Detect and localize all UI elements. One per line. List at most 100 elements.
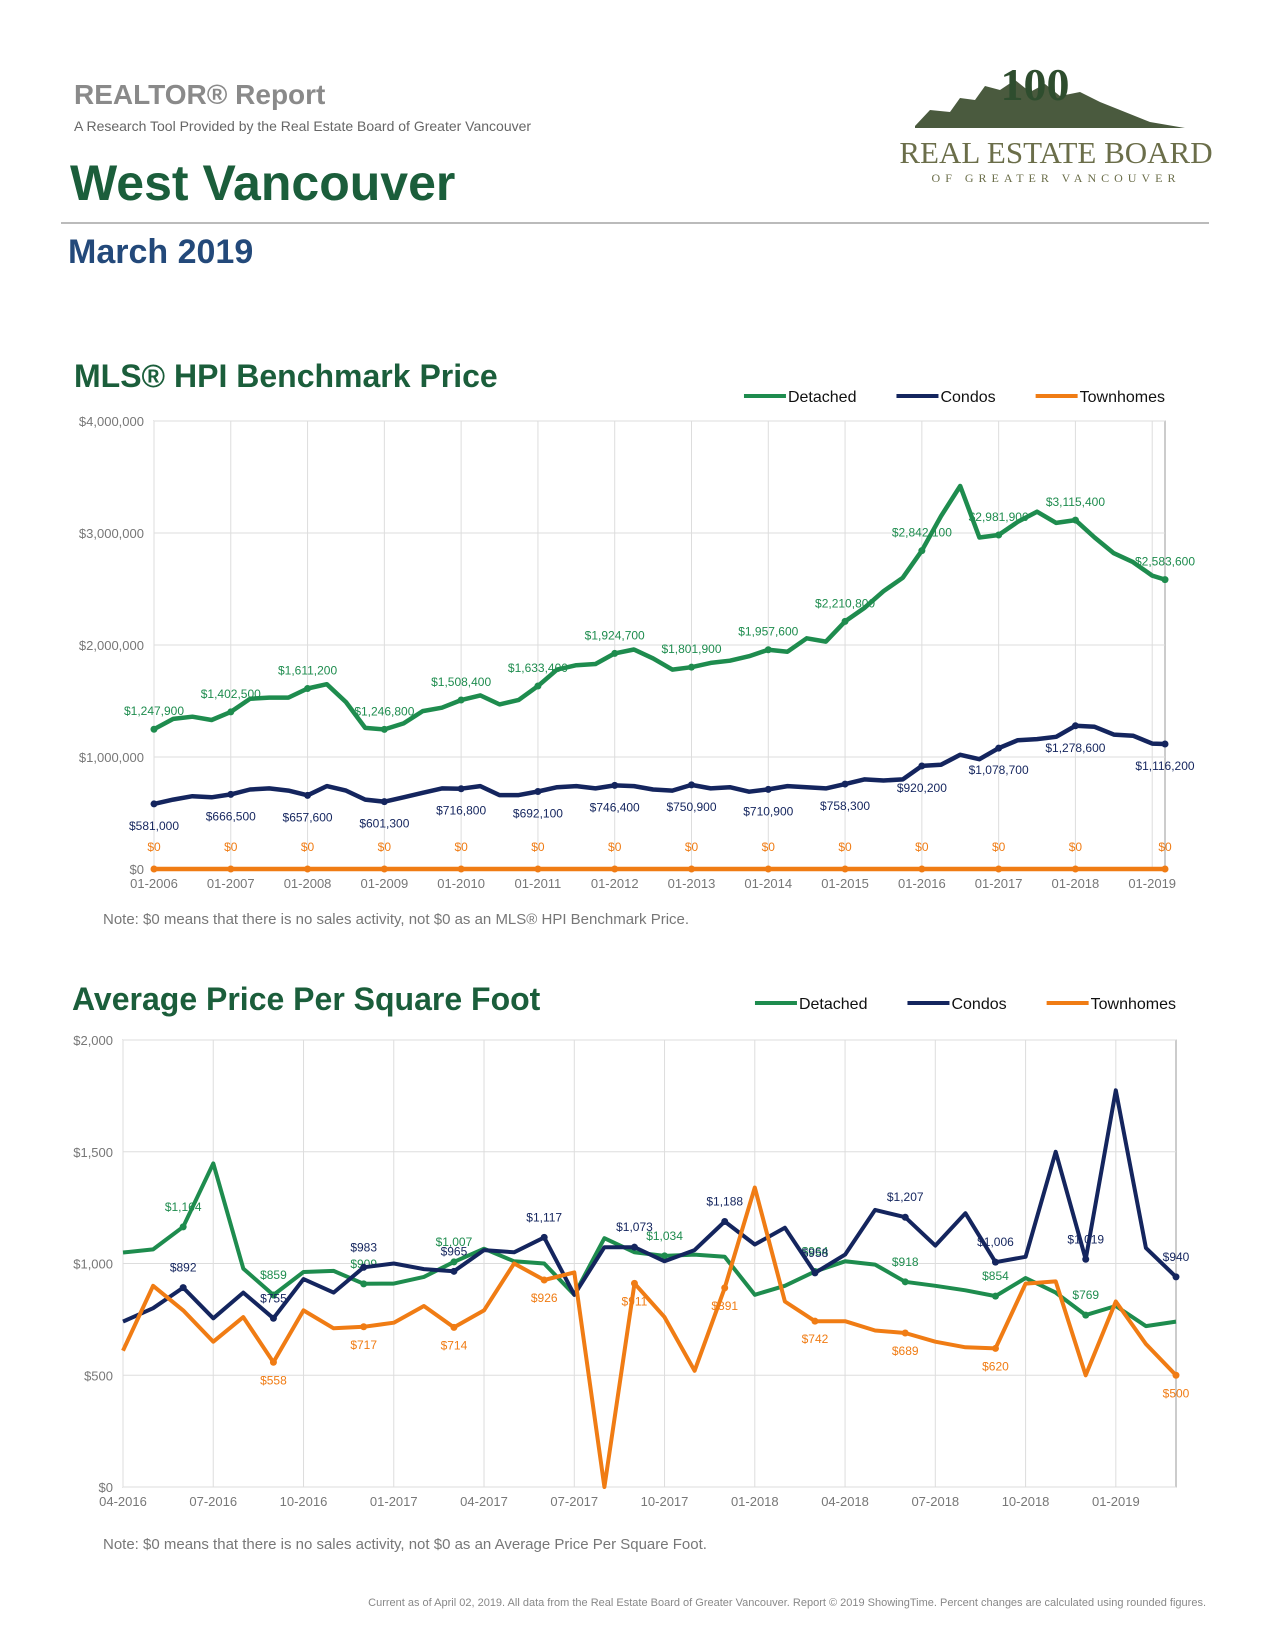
x-tick-label: 01-2019 <box>1128 876 1176 891</box>
legend-label: Condos <box>940 389 995 406</box>
chart-title: Average Price Per Square Foot <box>72 981 541 1017</box>
point-marker <box>534 682 542 690</box>
legend-item: Townhomes <box>1035 389 1165 406</box>
point-marker <box>630 1279 638 1287</box>
x-tick-label: 01-2010 <box>437 876 485 891</box>
point-marker <box>687 865 695 873</box>
point-marker <box>380 725 388 733</box>
logo: 100 REAL ESTATE BOARD OF GREATER VANCOUV… <box>899 59 1212 185</box>
data-label: $940 <box>1163 1250 1190 1264</box>
point-marker <box>918 547 926 555</box>
data-label: $692,100 <box>513 806 563 820</box>
data-label: $891 <box>711 1299 738 1313</box>
point-marker <box>227 708 235 716</box>
data-label: $911 <box>622 1294 648 1308</box>
data-label: $1,247,900 <box>124 704 184 718</box>
period: March 2019 <box>68 233 253 271</box>
point-marker <box>150 725 158 733</box>
point-marker <box>764 785 772 793</box>
data-label: $758,300 <box>820 799 870 813</box>
y-tick-label: $500 <box>84 1368 113 1383</box>
x-tick-label: 01-2007 <box>207 876 255 891</box>
data-label: $710,900 <box>743 804 793 818</box>
point-marker <box>901 1213 909 1221</box>
data-label: $558 <box>260 1373 287 1387</box>
legend-item: Condos <box>896 389 996 406</box>
data-label: $1,246,800 <box>354 704 414 718</box>
point-marker <box>1082 1311 1090 1319</box>
x-tick-label: 01-2017 <box>975 876 1023 891</box>
point-marker <box>179 1223 187 1231</box>
data-label: $1,007 <box>436 1235 473 1249</box>
data-label: $1,117 <box>526 1210 562 1224</box>
point-marker <box>764 865 772 873</box>
data-label: $2,583,600 <box>1135 555 1195 569</box>
x-tick-label: 01-2011 <box>515 876 562 891</box>
legend-label: Townhomes <box>1091 996 1176 1013</box>
y-tick-label: $1,000,000 <box>79 750 144 765</box>
data-label: $1,006 <box>977 1235 1014 1249</box>
area-title: West Vancouver <box>70 155 455 211</box>
data-label: $657,600 <box>283 810 333 824</box>
point-marker <box>304 685 312 693</box>
data-label: $0 <box>531 840 545 854</box>
point-marker <box>457 865 465 873</box>
series-line <box>152 483 1166 732</box>
x-tick-label: 10-2018 <box>1002 1494 1050 1509</box>
x-tick-label: 10-2017 <box>641 1494 689 1509</box>
point-marker <box>901 1278 909 1286</box>
point-marker <box>991 1258 999 1266</box>
point-marker <box>534 787 542 795</box>
point-marker <box>1071 516 1079 524</box>
legend-label: Condos <box>951 996 1006 1013</box>
data-label: $1,611,200 <box>278 664 337 678</box>
data-label: $0 <box>147 840 161 854</box>
x-tick-label: 10-2016 <box>280 1494 328 1509</box>
data-label: $689 <box>892 1344 919 1358</box>
series-line <box>122 1088 1178 1324</box>
data-label: $0 <box>915 840 929 854</box>
y-tick-label: $3,000,000 <box>79 526 144 541</box>
data-label: $1,402,500 <box>201 687 261 701</box>
point-marker <box>179 1284 187 1292</box>
legend-label: Detached <box>788 389 857 406</box>
data-label: $0 <box>224 840 238 854</box>
point-marker <box>450 1267 458 1275</box>
x-tick-label: 01-2012 <box>591 876 639 891</box>
point-marker <box>1161 740 1169 748</box>
point-marker <box>1172 1273 1180 1281</box>
point-marker <box>611 649 619 657</box>
point-marker <box>764 646 772 654</box>
x-tick-label: 01-2009 <box>360 876 408 891</box>
data-label: $769 <box>1072 1288 1099 1302</box>
series-line <box>121 1185 1178 1489</box>
point-marker <box>269 1314 277 1322</box>
legend-item: Detached <box>754 996 867 1013</box>
point-marker <box>269 1291 277 1299</box>
data-label: $666,500 <box>206 809 256 823</box>
data-label: $1,034 <box>646 1229 683 1243</box>
x-tick-label: 04-2016 <box>99 1494 147 1509</box>
data-label: $859 <box>260 1268 287 1282</box>
data-label: $1,073 <box>616 1220 653 1234</box>
point-marker <box>918 762 926 770</box>
data-label: $854 <box>982 1269 1009 1283</box>
data-label: $2,981,900 <box>969 510 1029 524</box>
point-marker <box>721 1284 729 1292</box>
data-label: $1,207 <box>887 1190 924 1204</box>
x-tick-label: 01-2008 <box>284 876 332 891</box>
y-tick-label: $0 <box>99 1480 113 1495</box>
data-label: $717 <box>350 1338 377 1352</box>
legend-item: Condos <box>907 996 1007 1013</box>
point-marker <box>687 781 695 789</box>
y-tick-label: $1,000 <box>73 1257 113 1272</box>
data-label: $1,957,600 <box>738 625 798 639</box>
footer: Current as of April 02, 2019. All data f… <box>368 1597 1206 1609</box>
data-label: $0 <box>1069 840 1083 854</box>
data-label: $714 <box>441 1338 468 1352</box>
point-marker <box>611 781 619 789</box>
point-marker <box>540 1276 548 1284</box>
data-label: $1,508,400 <box>431 675 491 689</box>
x-tick-label: 01-2006 <box>130 876 178 891</box>
